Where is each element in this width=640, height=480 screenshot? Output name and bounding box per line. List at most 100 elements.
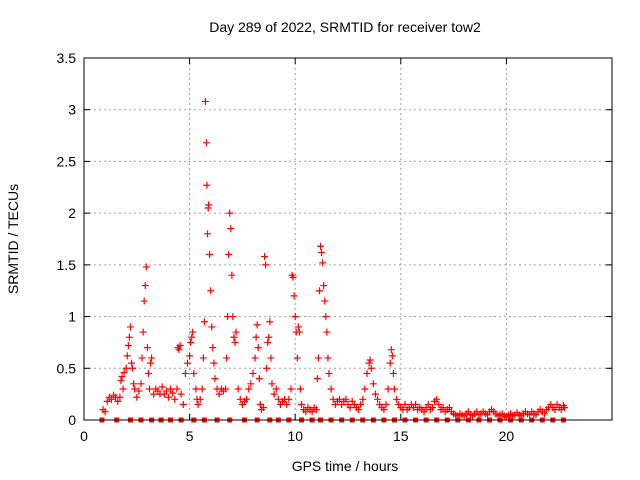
data-point: [291, 313, 299, 321]
x-tick-label: 5: [186, 428, 194, 444]
data-point: [192, 385, 200, 393]
data-point: [267, 354, 275, 362]
data-point: [176, 342, 184, 350]
data-point: [243, 395, 251, 403]
data-point: [268, 380, 276, 388]
data-point: [227, 225, 235, 233]
data-point: [412, 400, 420, 408]
data-point: [150, 390, 158, 398]
data-point: [265, 333, 273, 341]
data-point: [142, 263, 150, 271]
data-point: [198, 385, 206, 393]
data-point: [374, 395, 382, 403]
chart-title: Day 289 of 2022, SRMTID for receiver tow…: [209, 19, 481, 35]
data-point: [208, 323, 216, 331]
data-point: [260, 404, 268, 412]
data-point: [256, 400, 264, 408]
data-point: [428, 404, 436, 412]
data-point: [336, 395, 344, 403]
data-point: [131, 385, 139, 393]
data-point: [320, 282, 328, 290]
data-point: [230, 333, 238, 341]
data-marks-layer: [99, 97, 568, 423]
data-point: [361, 385, 369, 393]
data-point: [247, 380, 255, 388]
data-point: [359, 395, 367, 403]
tick-layer: [83, 57, 612, 421]
data-point: [253, 321, 261, 329]
data-point: [144, 369, 152, 377]
data-point: [103, 397, 111, 405]
y-tick-label: 2.5: [57, 153, 77, 169]
y-axis-title: SRMTID / TECUs: [5, 184, 21, 294]
data-point: [384, 385, 392, 393]
x-axis-title: GPS time / hours: [292, 458, 399, 474]
data-point: [325, 369, 333, 377]
data-point: [139, 328, 147, 336]
data-point: [135, 387, 143, 395]
data-point: [228, 271, 236, 279]
data-point: [177, 390, 185, 398]
data-point: [367, 364, 375, 372]
y-tick-label: 0.5: [57, 360, 77, 376]
data-point: [187, 338, 195, 346]
data-point: [120, 368, 128, 376]
data-point: [175, 346, 183, 354]
x-tick-label: 0: [80, 428, 88, 444]
data-point: [357, 400, 365, 408]
data-point: [312, 406, 320, 414]
data-point: [342, 395, 350, 403]
data-point: [323, 328, 331, 336]
y-tick-label: 3.5: [57, 50, 77, 66]
data-point: [122, 364, 130, 372]
data-point: [270, 390, 278, 398]
data-point: [551, 406, 559, 414]
data-point: [183, 359, 191, 367]
data-point: [313, 375, 321, 383]
data-point: [245, 385, 253, 393]
data-point: [308, 408, 316, 416]
data-point: [202, 139, 210, 147]
data-point: [147, 359, 155, 367]
data-point: [140, 297, 148, 305]
data-point: [199, 354, 207, 362]
y-tick-label: 1.5: [57, 257, 77, 273]
data-point: [255, 375, 263, 383]
data-point: [433, 395, 441, 403]
data-point: [148, 354, 156, 362]
data-point: [439, 404, 447, 412]
data-point: [215, 390, 223, 398]
data-point: [189, 328, 197, 336]
data-point: [327, 385, 335, 393]
data-point: [401, 400, 409, 408]
data-point: [207, 287, 215, 295]
x-tick-label: 15: [393, 428, 409, 444]
x-tick-label: 10: [287, 428, 303, 444]
data-point: [211, 375, 219, 383]
data-point: [261, 253, 269, 261]
data-point: [298, 400, 306, 408]
data-point: [186, 352, 194, 360]
data-point: [386, 359, 394, 367]
data-point: [287, 385, 295, 393]
data-point: [380, 406, 388, 414]
data-point: [203, 181, 211, 189]
data-point: [290, 292, 298, 300]
y-tick-label: 2: [68, 205, 76, 221]
data-point: [540, 410, 548, 418]
data-point: [329, 395, 337, 403]
data-point: [209, 344, 217, 352]
data-point: [251, 354, 259, 362]
data-point: [181, 369, 189, 377]
data-point: [210, 359, 218, 367]
data-point: [119, 385, 127, 393]
data-point: [167, 385, 175, 393]
data-point: [124, 342, 132, 350]
data-point: [319, 259, 327, 267]
data-point: [143, 344, 151, 352]
data-point: [314, 354, 322, 362]
data-point: [382, 400, 390, 408]
data-point: [390, 385, 398, 393]
data-point: [318, 248, 326, 256]
